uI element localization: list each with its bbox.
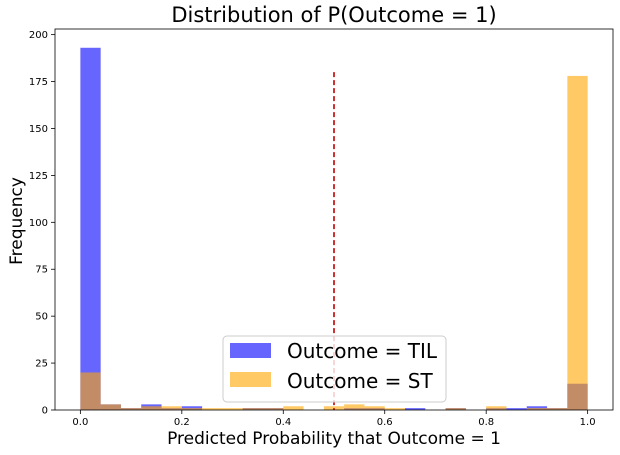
x-tick-label: 0.4 [275,417,291,428]
bar-series1-bin0 [80,372,101,410]
y-tick-label: 150 [29,124,48,135]
bar-series1-bin22 [526,408,548,410]
y-tick-label: 75 [35,265,48,276]
y-tick-label: 25 [35,359,48,370]
legend-label-st: Outcome = ST [287,369,433,393]
bar-series1-bin13 [344,404,365,410]
y-axis-ticks: 0 25 50 75 100 125 150 175 200 [29,30,55,417]
bar-series1-bin15 [384,408,406,410]
x-tick-label: 0.8 [478,417,494,428]
y-tick-label: 50 [35,312,48,323]
bar-series1-bin1 [100,404,121,410]
bar-series1-bin10 [283,406,304,410]
bar-series1-bin5 [181,408,203,410]
bar-series1-bin18 [445,408,466,410]
chart-title: Distribution of P(Outcome = 1) [171,3,496,27]
x-tick-label: 1.0 [580,417,596,428]
plot-area-frame [54,28,614,411]
bar-series1-bin12 [323,406,345,410]
bar-series0-bin21 [506,408,527,410]
bars-layer [80,47,588,411]
legend-label-til: Outcome = TIL [287,339,438,363]
legend: Outcome = TIL Outcome = ST [222,335,447,403]
y-tick-label: 175 [29,77,48,88]
y-axis-label: Frequency [7,177,27,265]
x-tick-label: 0.0 [72,417,88,428]
bar-series1-bin20 [486,406,507,410]
y-tick-label: 100 [29,218,48,229]
bar-series1-bin8 [242,408,263,410]
legend-swatch-til [230,343,271,358]
bar-series1-bin4 [161,406,182,410]
x-axis-ticks: 0.0 0.2 0.4 0.6 0.8 1.0 [72,410,596,428]
bar-series1-bin14 [364,406,385,410]
bar-series1-bin2 [120,408,142,410]
y-tick-label: 200 [29,30,48,41]
bar-series1-bin9 [262,408,284,410]
x-tick-label: 0.2 [174,417,190,428]
y-tick-label: 125 [29,171,48,182]
bar-series0-bin0 [80,47,101,411]
x-tick-label: 0.6 [377,417,393,428]
bar-series1-bin6 [202,408,223,410]
x-axis-label: Predicted Probability that Outcome = 1 [167,429,501,449]
legend-swatch-st [230,372,271,387]
y-tick-label: 0 [42,406,48,417]
legend-box [222,335,447,403]
bar-series1-bin3 [141,406,162,410]
bar-series1-bin24 [567,75,588,411]
bar-series1-bin7 [222,408,243,410]
bar-series1-bin23 [547,408,568,410]
bar-series0-bin16 [405,408,426,410]
